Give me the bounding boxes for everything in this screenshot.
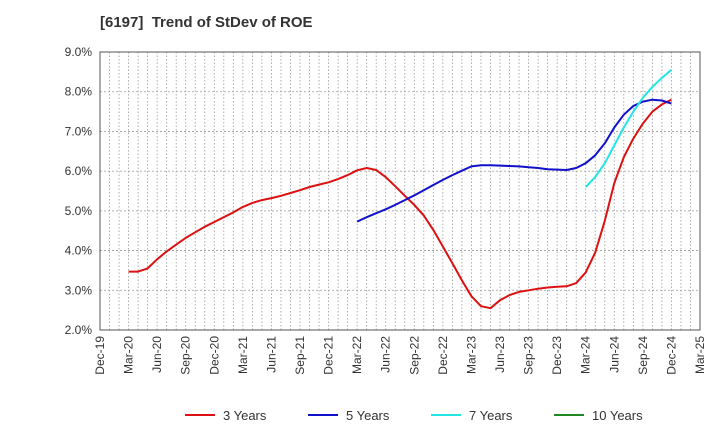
x-tick-label: Mar-23: [464, 336, 478, 374]
x-tick-label: Jun-24: [607, 336, 621, 373]
y-tick-label: 5.0%: [65, 204, 93, 218]
x-tick-label: Sep-23: [522, 336, 536, 375]
x-tick-label: Jun-20: [150, 336, 164, 373]
x-tick-label: Sep-20: [179, 336, 193, 375]
x-tick-label: Mar-25: [693, 336, 707, 374]
x-tick-label: Dec-22: [436, 336, 450, 375]
y-tick-label: 6.0%: [65, 164, 93, 178]
x-tick-label: Sep-24: [636, 336, 650, 375]
x-tick-label: Dec-24: [664, 336, 678, 375]
x-tick-label: Sep-21: [293, 336, 307, 375]
legend-label-3-years: 3 Years: [223, 408, 267, 423]
y-tick-label: 2.0%: [65, 323, 93, 337]
x-tick-label: Jun-21: [264, 336, 278, 373]
x-tick-label: Dec-23: [550, 336, 564, 375]
x-tick-label: Mar-24: [579, 336, 593, 374]
x-tick-label: Dec-20: [207, 336, 221, 375]
x-tick-label: Mar-20: [122, 336, 136, 374]
y-tick-label: 7.0%: [65, 124, 93, 138]
y-tick-label: 8.0%: [65, 85, 93, 99]
x-tick-label: Jun-22: [379, 336, 393, 373]
y-tick-label: 3.0%: [65, 283, 93, 297]
series-line-7-years: [584, 69, 673, 188]
x-tick-label: Dec-19: [93, 336, 107, 375]
x-tick-label: Mar-21: [236, 336, 250, 374]
legend-label-5-years: 5 Years: [346, 408, 390, 423]
x-tick-label: Mar-22: [350, 336, 364, 374]
chart-title: [6197] Trend of StDev of ROE: [100, 14, 313, 31]
legend-label-10-years: 10 Years: [592, 408, 643, 423]
x-tick-label: Dec-21: [322, 336, 336, 375]
y-tick-label: 9.0%: [65, 45, 93, 59]
plot-border: [99, 51, 701, 331]
legend-label-7-years: 7 Years: [469, 408, 513, 423]
x-tick-label: Sep-22: [407, 336, 421, 375]
series-line-3-years: [128, 98, 672, 310]
x-tick-label: Jun-23: [493, 336, 507, 373]
y-tick-label: 4.0%: [65, 244, 93, 258]
series-line-5-years: [356, 98, 672, 223]
